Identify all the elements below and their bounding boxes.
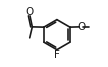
Text: O: O bbox=[25, 7, 33, 17]
Text: F: F bbox=[54, 50, 60, 60]
Text: O: O bbox=[77, 22, 85, 32]
